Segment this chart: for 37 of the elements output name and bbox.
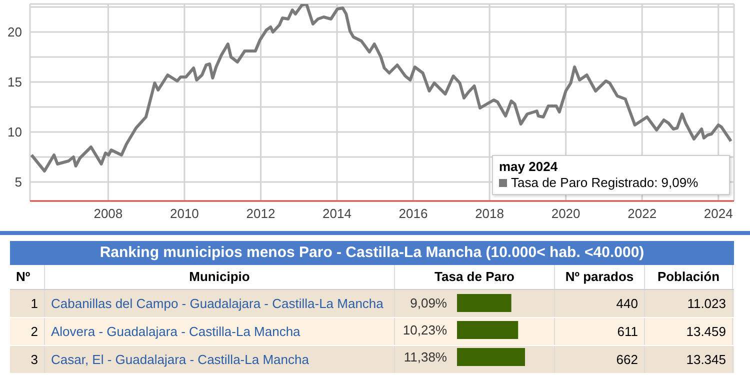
tooltip-box: may 2024 Tasa de Paro Registrado: 9,09% xyxy=(492,155,730,195)
text: Municipio xyxy=(45,265,395,289)
text: Nº parados xyxy=(555,265,645,289)
annotation: Tasa de Paro Registrado: 9,09% xyxy=(510,175,700,191)
y-tick-label: 10 xyxy=(8,124,22,140)
data-label: 9,09% xyxy=(410,296,448,311)
text: 13.459 xyxy=(645,318,733,345)
y-tick-label: Cabanillas del Campo - Guadalajara - Castilla-La Mancha xyxy=(45,290,395,317)
text: 2 xyxy=(10,318,45,345)
y-tick-label: 20 xyxy=(8,24,22,40)
x-tick-label: 2008 xyxy=(94,206,123,222)
chart-title: Ranking municipios menos Paro - Castilla-La Mancha (10.000< hab. <40.000) xyxy=(10,241,734,265)
x-tick-label: 2018 xyxy=(475,206,504,222)
text: Tasa de Paro xyxy=(395,265,555,289)
text: 11.023 xyxy=(645,290,733,317)
x-tick-label: 2014 xyxy=(322,206,352,222)
text: 440 xyxy=(555,290,645,317)
text: 3 xyxy=(10,346,45,373)
text: 611 xyxy=(555,318,645,345)
x-tick-label: 2022 xyxy=(628,206,657,222)
data-label: 11,38% xyxy=(404,350,448,365)
text: 1 xyxy=(10,290,45,317)
x-tick-label: 2012 xyxy=(246,206,276,222)
data-label: 10,23% xyxy=(402,322,448,338)
x-tick-label: 2024 xyxy=(704,206,733,222)
y-tick-label: 5 xyxy=(14,174,22,190)
annotation: may 2024 xyxy=(499,159,559,175)
y-tick-label: Alovera - Guadalajara - Castilla-La Mancha xyxy=(45,318,395,345)
y-tick-label: 15 xyxy=(8,74,22,90)
text: 13.345 xyxy=(645,346,733,373)
y-tick-label: Casar, El - Guadalajara - Castilla-La Mancha xyxy=(45,346,395,373)
text: Nº xyxy=(10,265,45,289)
x-tick-label: 2010 xyxy=(170,206,199,222)
x-tick-label: 2020 xyxy=(551,206,580,222)
text: 662 xyxy=(555,346,645,373)
text: Población xyxy=(645,265,733,289)
x-tick-label: 2016 xyxy=(398,206,428,222)
